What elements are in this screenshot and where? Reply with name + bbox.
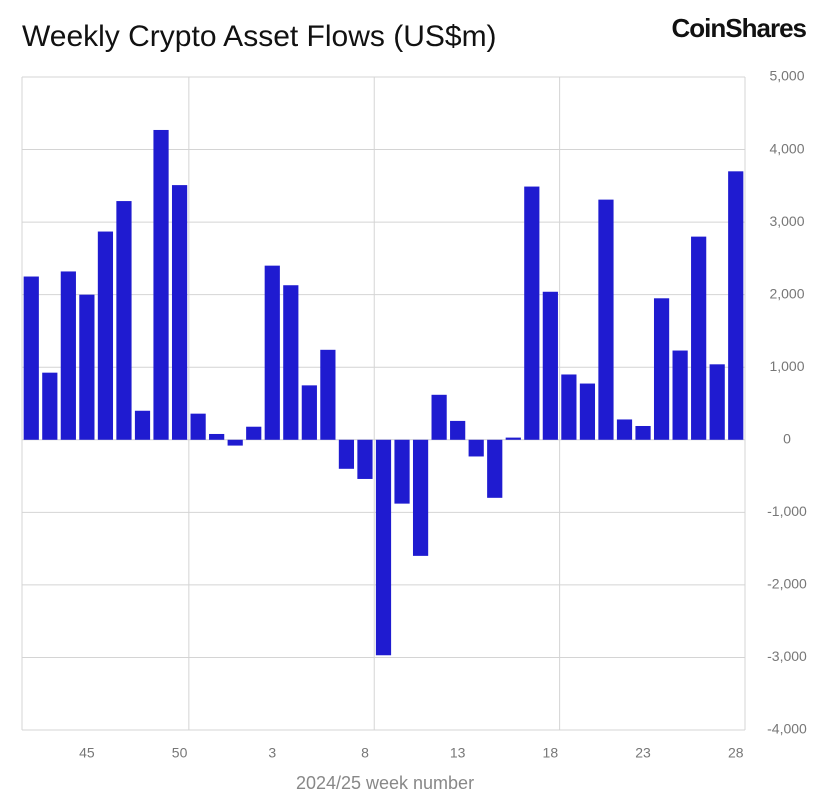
bar xyxy=(190,413,206,440)
bar xyxy=(301,385,317,440)
bar xyxy=(97,231,114,440)
x-tick-label: 8 xyxy=(361,745,369,761)
bar xyxy=(283,285,299,440)
bar xyxy=(542,291,558,440)
bar xyxy=(338,439,355,469)
bar xyxy=(579,383,596,440)
bar xyxy=(246,426,262,440)
bar xyxy=(42,372,58,440)
bar xyxy=(264,265,280,440)
bar xyxy=(524,186,540,440)
bar xyxy=(412,439,429,556)
x-tick-label: 13 xyxy=(450,745,466,761)
bar xyxy=(672,350,688,440)
chart-title: Weekly Crypto Asset Flows (US$m) xyxy=(22,20,497,53)
bar xyxy=(153,129,169,440)
bar xyxy=(598,199,614,440)
x-tick-label: 45 xyxy=(79,745,95,761)
bar xyxy=(375,439,392,656)
bar xyxy=(357,439,373,479)
bar xyxy=(653,298,670,440)
bar xyxy=(505,437,521,440)
logo: CoinShares xyxy=(672,13,807,43)
bar xyxy=(487,439,503,498)
bar xyxy=(171,185,188,440)
bar xyxy=(561,374,577,440)
bar xyxy=(616,419,633,440)
y-tick-label: -2,000 xyxy=(767,576,807,592)
x-axis-label: 2024/25 week number xyxy=(296,773,474,793)
x-tick-label: 28 xyxy=(728,745,744,761)
bar xyxy=(209,433,225,440)
bar xyxy=(431,394,447,440)
bar xyxy=(450,420,466,440)
y-tick-label: -4,000 xyxy=(767,721,807,737)
bar xyxy=(134,410,151,440)
y-tick-label: 3,000 xyxy=(769,213,804,229)
bar xyxy=(728,171,744,440)
bar xyxy=(23,276,39,440)
bar xyxy=(116,201,132,440)
bar xyxy=(468,439,484,457)
bar xyxy=(79,294,95,440)
bar xyxy=(635,425,651,440)
y-tick-label: 0 xyxy=(783,430,791,446)
y-tick-label: -1,000 xyxy=(767,503,807,519)
x-tick-label: 23 xyxy=(635,745,651,761)
y-tick-label: 4,000 xyxy=(769,140,804,156)
x-tick-label: 18 xyxy=(543,745,559,761)
y-tick-label: 1,000 xyxy=(769,358,804,374)
bar xyxy=(60,271,76,440)
bar xyxy=(691,236,707,440)
bar xyxy=(394,439,410,504)
bar xyxy=(320,349,336,440)
bar xyxy=(227,439,243,446)
x-tick-label: 3 xyxy=(268,745,276,761)
x-tick-label: 50 xyxy=(172,745,188,761)
y-tick-label: 2,000 xyxy=(769,285,804,301)
y-tick-label: 5,000 xyxy=(769,68,804,84)
y-tick-label: -3,000 xyxy=(767,648,807,664)
bar xyxy=(709,364,725,440)
